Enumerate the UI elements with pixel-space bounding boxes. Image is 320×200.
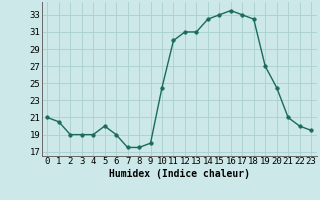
X-axis label: Humidex (Indice chaleur): Humidex (Indice chaleur) bbox=[109, 169, 250, 179]
